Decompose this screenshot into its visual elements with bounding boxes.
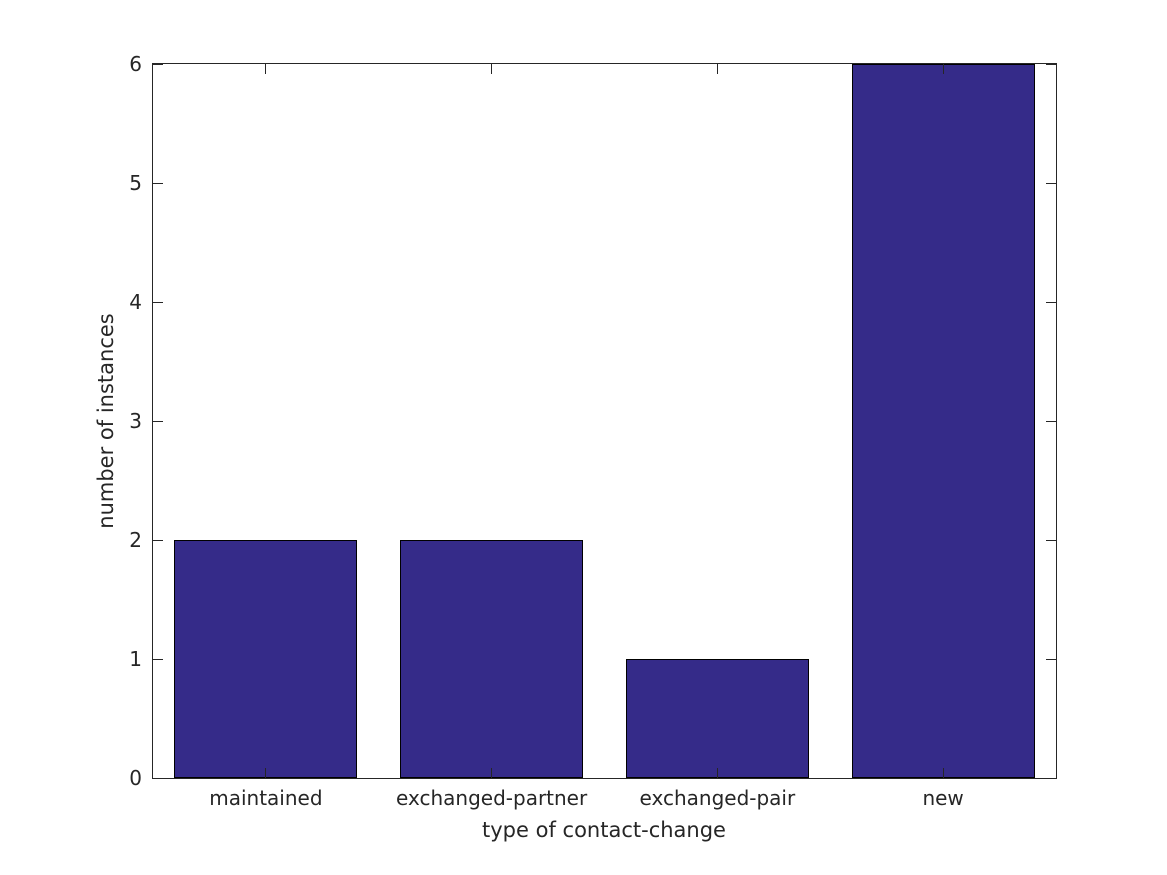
y-tick-label: 3 [129,409,142,433]
x-tick-mark [491,768,493,778]
y-tick-mark [153,658,163,660]
x-tick-label: exchanged-pair [639,786,796,810]
y-tick-label: 0 [129,766,142,790]
x-tick-label: new [922,786,964,810]
y-tick-label: 6 [129,52,142,76]
bar-exchanged-pair [625,659,809,778]
y-tick-mark-right [1046,182,1056,184]
y-tick-mark [153,301,163,303]
x-tick-mark [942,768,944,778]
y-tick-mark-right [1046,539,1056,541]
x-tick-mark [716,768,718,778]
bar-new [851,64,1035,778]
y-tick-mark [153,420,163,422]
plot-area [152,63,1057,779]
x-tick-label: exchanged-partner [396,786,588,810]
x-tick-mark-top [491,64,493,74]
y-tick-label: 2 [129,528,142,552]
y-tick-mark-right [1046,301,1056,303]
y-tick-mark-right [1046,420,1056,422]
y-tick-mark [153,63,163,65]
y-tick-label: 4 [129,290,142,314]
y-tick-mark-right [1046,777,1056,779]
bar-maintained [174,540,358,778]
x-axis-title: type of contact-change [482,818,726,842]
bar-exchanged-partner [400,540,584,778]
y-tick-label: 1 [129,647,142,671]
y-tick-mark [153,539,163,541]
x-tick-mark [265,768,267,778]
x-tick-mark-top [942,64,944,74]
y-tick-mark-right [1046,658,1056,660]
x-tick-mark-top [265,64,267,74]
x-tick-mark-top [716,64,718,74]
y-tick-mark-right [1046,63,1056,65]
y-tick-label: 5 [129,171,142,195]
y-tick-mark [153,182,163,184]
x-tick-label: maintained [209,786,323,810]
y-tick-mark [153,777,163,779]
